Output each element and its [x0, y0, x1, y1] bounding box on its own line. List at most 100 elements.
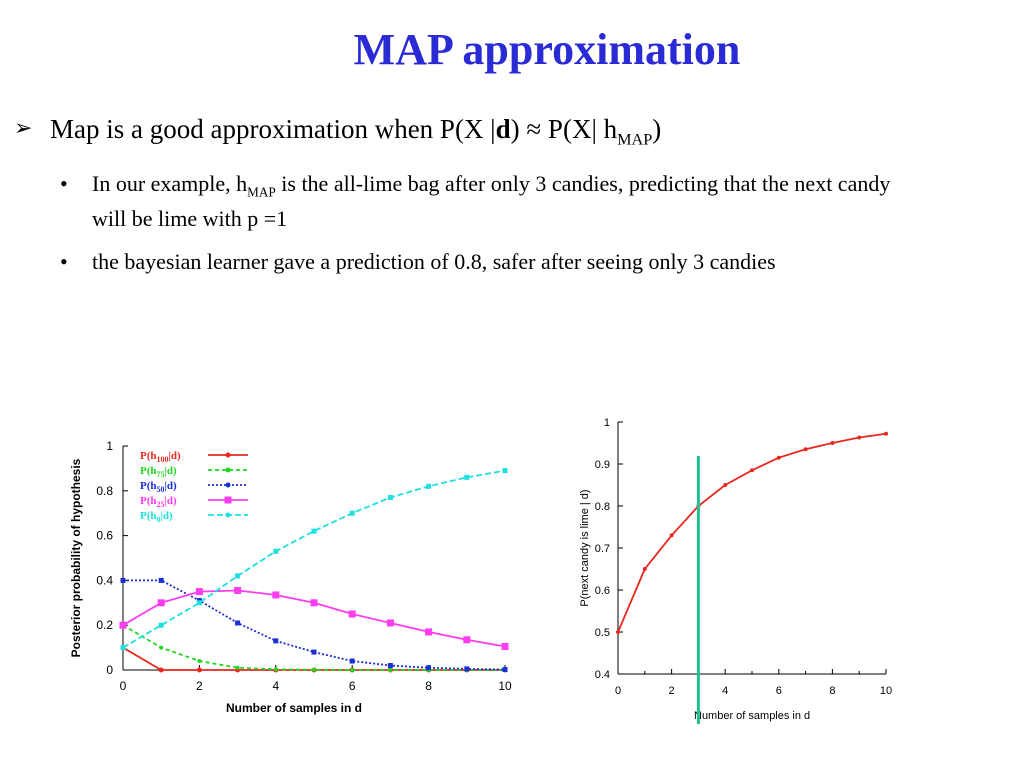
- data-point: [464, 666, 470, 672]
- data-point: [425, 628, 433, 636]
- data-point: [349, 658, 355, 664]
- data-point: [120, 645, 126, 651]
- series-line: [122, 589, 506, 648]
- data-point: [273, 638, 279, 644]
- y-tick-label: 0.4: [96, 573, 113, 587]
- series-line: [122, 469, 506, 649]
- data-point: [235, 620, 241, 626]
- data-point: [387, 495, 393, 501]
- data-point: [464, 474, 470, 480]
- main-bullet-suffix: ): [652, 114, 662, 144]
- data-point: [196, 600, 202, 606]
- data-point: [388, 668, 393, 672]
- data-point: [311, 649, 317, 655]
- data-point: [803, 447, 808, 452]
- sub-bullet-list: • In our example, hMAP is the all-lime b…: [60, 170, 920, 291]
- series-line: [617, 432, 887, 633]
- data-point: [348, 610, 356, 618]
- y-axis-title: P(next candy is lime | d): [579, 489, 591, 606]
- data-point: [502, 667, 508, 673]
- y-tick-label: 0.8: [96, 484, 113, 498]
- data-point: [502, 468, 508, 474]
- main-bullet: ➢ Map is a good approximation when P(X |d…: [14, 114, 661, 149]
- legend-label: P(h25|d): [140, 495, 177, 509]
- arrow-bullet-icon: ➢: [14, 115, 33, 140]
- data-point: [723, 483, 728, 487]
- y-tick-label: 0.5: [595, 627, 610, 639]
- data-point: [642, 567, 647, 571]
- x-tick-label: 0: [120, 679, 127, 693]
- data-point: [426, 665, 432, 671]
- sub-bullet-item: • In our example, hMAP is the all-lime b…: [60, 170, 920, 232]
- x-tick-label: 8: [829, 685, 835, 697]
- y-tick-label: 0.9: [595, 459, 610, 471]
- data-point: [616, 630, 620, 634]
- legend-label: P(h75|d): [140, 465, 177, 479]
- y-tick-label: 0.7: [595, 543, 610, 555]
- y-tick-label: 0.6: [96, 529, 113, 543]
- legend-label: P(h0|d): [140, 510, 173, 524]
- series-line: [123, 579, 506, 671]
- data-point: [501, 642, 509, 650]
- data-point: [386, 619, 394, 627]
- data-point: [857, 435, 862, 440]
- main-bullet-bold-d: d: [495, 114, 511, 144]
- data-point: [119, 621, 127, 629]
- x-axis-title: Number of samples in d: [694, 710, 810, 722]
- data-point: [273, 667, 278, 672]
- series-line: [122, 624, 505, 671]
- legend-label: P(h50|d): [140, 480, 177, 494]
- sub-bullet-text-post: is the all-lime bag after only 3 candies…: [92, 171, 891, 232]
- x-tick-label: 6: [776, 685, 782, 697]
- x-axis-title: Number of samples in d: [226, 701, 362, 715]
- data-point: [159, 645, 164, 650]
- legend-label: P(h100|d): [140, 450, 181, 464]
- main-bullet-sub: MAP: [617, 130, 653, 149]
- data-point: [387, 663, 393, 669]
- data-point: [235, 665, 240, 670]
- x-tick-label: 4: [272, 679, 279, 693]
- data-point: [350, 668, 355, 672]
- y-tick-label: 1: [106, 439, 113, 453]
- x-tick-label: 10: [498, 679, 512, 693]
- bullet-dot-icon: •: [60, 249, 68, 275]
- data-point: [884, 431, 888, 436]
- sub-bullet-text-pre: In our example, h: [92, 171, 248, 196]
- data-point: [830, 441, 835, 445]
- data-point: [196, 667, 202, 673]
- sub-bullet-sub: MAP: [247, 184, 276, 200]
- y-tick-label: 0.6: [595, 585, 610, 597]
- y-tick-label: 0.4: [595, 669, 610, 681]
- x-tick-label: 8: [425, 679, 432, 693]
- sub-bullet-text-pre: the bayesian learner gave a prediction o…: [92, 249, 776, 275]
- x-tick-label: 6: [349, 679, 356, 693]
- x-tick-label: 4: [722, 685, 728, 697]
- x-tick-label: 2: [196, 679, 203, 693]
- main-bullet-prefix: Map is a good approximation when P(X |: [50, 114, 496, 144]
- data-point: [273, 548, 279, 554]
- data-point: [312, 667, 316, 672]
- y-tick-label: 0: [106, 663, 113, 677]
- y-tick-label: 0.2: [96, 618, 113, 632]
- legend-marker: [224, 496, 232, 504]
- data-point: [669, 533, 674, 538]
- y-axis-title: Posterior probability of hypothesis: [69, 458, 83, 657]
- slide-title: MAP approximation: [353, 25, 741, 74]
- data-point: [158, 577, 164, 583]
- sub-bullet-item: • the bayesian learner gave a prediction…: [60, 248, 920, 275]
- legend-marker: [225, 482, 231, 488]
- data-point: [157, 599, 165, 607]
- data-point: [235, 573, 241, 579]
- data-point: [776, 455, 781, 460]
- data-point: [197, 659, 202, 664]
- legend-marker: [225, 467, 231, 473]
- main-bullet-middle: ) ≈ P(X| h: [510, 114, 618, 144]
- data-point: [234, 586, 242, 594]
- y-tick-label: 1: [604, 417, 610, 429]
- bullet-dot-icon: •: [60, 171, 68, 196]
- data-point: [195, 588, 203, 596]
- x-tick-label: 0: [615, 685, 621, 697]
- data-point: [463, 636, 471, 644]
